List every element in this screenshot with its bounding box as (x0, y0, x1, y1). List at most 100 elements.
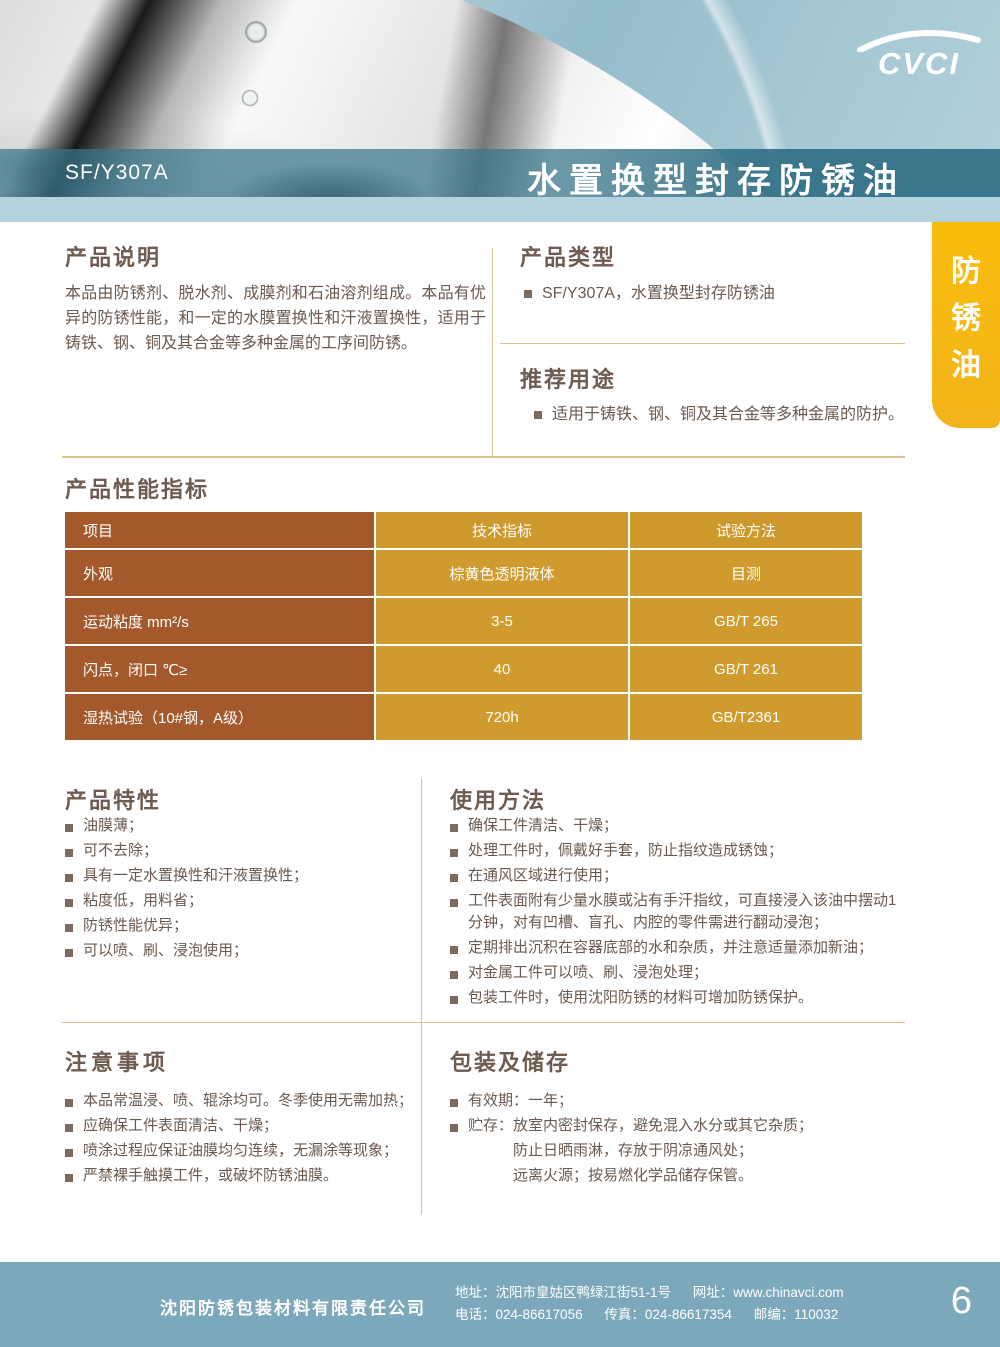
bullet-square-icon (65, 1149, 73, 1157)
storage-item-continuation: 防止日晒雨淋，存放于阴凉通风处； (513, 1142, 754, 1159)
bullet-square-icon (450, 899, 458, 907)
list-item: 适用于铸铁、钢、铜及其合金等多种金属的防护。 (534, 402, 914, 427)
table-cell: GB/T 265 (630, 598, 862, 644)
list-item: 贮存：放室内密封保存，避免混入水分或其它杂质； (450, 1115, 908, 1137)
feature-item: 油膜薄； (83, 817, 144, 834)
section-title-method: 使用方法 (450, 788, 547, 813)
company-name: 沈阳防锈包装材料有限责任公司 (160, 1299, 426, 1318)
footer-contact-block: 地址：沈阳市皇姑区鸭绿江街51-1号 网址：www.chinavci.com 电… (455, 1282, 844, 1326)
table-cell: 720h (376, 694, 628, 740)
feature-item: 防锈性能优异； (83, 917, 189, 934)
bullet-square-icon (65, 849, 73, 857)
list-item: 包装工件时，使用沈阳防锈的材料可增加防锈保护。 (450, 987, 908, 1009)
section-title-storage: 包装及储存 (450, 1050, 571, 1075)
recommend-item: 适用于铸铁、钢、铜及其合金等多种金属的防护。 (552, 406, 905, 423)
section-title-type: 产品类型 (520, 245, 617, 270)
website-text: 网址：www.chinavci.com (692, 1285, 844, 1300)
logo-swoosh-icon (857, 30, 981, 52)
cvci-logo: CVCI (856, 30, 982, 79)
table-header-spec: 技术指标 (376, 512, 628, 548)
bullet-square-icon (450, 824, 458, 832)
logo-text: CVCI (877, 46, 961, 81)
bullet-square-icon (65, 1124, 73, 1132)
list-item: 确保工件清洁、干燥； (450, 815, 908, 837)
fax-text: 传真：024-86617354 (604, 1307, 732, 1322)
phone-text: 电话：024-86617056 (455, 1307, 583, 1322)
list-item: 工件表面附有少量水膜或沾有手汗指纹，可直接浸入该油中摆动1分钟，对有凹槽、盲孔、… (450, 890, 908, 934)
storage-item-continuation: 远离火源；按易燃化学品储存保管。 (513, 1167, 754, 1184)
list-item: 可不去除； (65, 840, 405, 862)
table-cell: 目测 (630, 550, 862, 596)
description-paragraph: 本品由防锈剂、脱水剂、成膜剂和石油溶剂组成。本品有优异的防锈性能，和一定的水膜置… (65, 285, 486, 352)
table-cell: GB/T 261 (630, 646, 862, 692)
method-item: 在通风区域进行使用； (468, 867, 619, 884)
list-item: 粘度低，用料省； (65, 890, 405, 912)
table-cell: 40 (376, 646, 628, 692)
storage-item: 贮存：放室内密封保存，避免混入水分或其它杂质； (468, 1117, 814, 1134)
method-item: 工件表面附有少量水膜或沾有手汗指纹，可直接浸入该油中摆动1分钟，对有凹槽、盲孔、… (468, 892, 897, 931)
side-tab-char: 防 (951, 255, 981, 288)
storage-item: 有效期：一年； (468, 1092, 574, 1109)
feature-item: 可以喷、刷、浸泡使用； (83, 942, 249, 959)
zip-text: 邮编：110032 (753, 1307, 839, 1322)
bullet-square-icon (450, 1099, 458, 1107)
page-title: 水置换型封存防锈油 (527, 162, 905, 200)
bullet-square-icon (450, 874, 458, 882)
method-item: 对金属工件可以喷、刷、浸泡处理； (468, 964, 709, 981)
list-item: 严禁裸手触摸工件，或破坏防锈油膜。 (65, 1165, 417, 1187)
list-item: 对金属工件可以喷、刷、浸泡处理； (450, 962, 908, 984)
method-item: 定期排出沉积在容器底部的水和杂质，并注意适量添加新油； (468, 939, 874, 956)
bullet-square-icon (450, 996, 458, 1004)
method-item: 确保工件清洁、干燥； (468, 817, 619, 834)
list-item: 喷涂过程应保证油膜均匀连续，无漏涂等现象； (65, 1140, 417, 1162)
side-tab-char: 锈 (951, 302, 981, 335)
address-text: 地址：沈阳市皇姑区鸭绿江街51-1号 (455, 1285, 672, 1300)
note-item: 本品常温浸、喷、辊涂均可。冬季使用无需加热； (83, 1092, 414, 1109)
page-number: 6 (950, 1280, 972, 1322)
bullet-square-icon (65, 949, 73, 957)
section-title-features: 产品特性 (65, 788, 162, 813)
header-banner-area: CVCI SF/Y307A 水置换型封存防锈油 (0, 0, 1000, 222)
side-tab-char: 油 (951, 349, 981, 382)
note-item: 喷涂过程应保证油膜均匀连续，无漏涂等现象； (83, 1142, 399, 1159)
list-item: SF/Y307A，水置换型封存防锈油 (524, 281, 914, 306)
footer-bar: 沈阳防锈包装材料有限责任公司 地址：沈阳市皇姑区鸭绿江街51-1号 网址：www… (0, 1262, 1000, 1347)
table-cell: 3-5 (376, 598, 628, 644)
type-item: SF/Y307A，水置换型封存防锈油 (542, 285, 775, 302)
list-item: 应确保工件表面清洁、干燥； (65, 1115, 417, 1137)
list-item: 防锈性能优异； (65, 915, 405, 937)
table-cell: GB/T2361 (630, 694, 862, 740)
list-item: 具有一定水置换性和汗液置换性； (65, 865, 405, 887)
list-item: 有效期：一年； (450, 1090, 908, 1112)
feature-item: 可不去除； (83, 842, 159, 859)
feature-item: 粘度低，用料省； (83, 892, 204, 909)
performance-table: 项目 技术指标 试验方法 外观 棕黄色透明液体 目测 运动粘度 mm²/s 3-… (65, 512, 862, 740)
method-item: 包装工件时，使用沈阳防锈的材料可增加防锈保护。 (468, 989, 814, 1006)
bullet-square-icon (450, 971, 458, 979)
divider-vertical-lower (421, 778, 422, 1215)
table-cell: 闪点，闭口 ℃≥ (65, 646, 374, 692)
bullet-square-icon (65, 1174, 73, 1182)
bullet-square-icon (450, 946, 458, 954)
product-model: SF/Y307A (65, 161, 169, 184)
list-item: 处理工件时，佩戴好手套，防止指纹造成锈蚀； (450, 840, 908, 862)
bullet-square-icon (534, 411, 542, 419)
list-item: 在通风区域进行使用； (450, 865, 908, 887)
divider-horizontal-right-col (500, 343, 905, 344)
table-cell: 棕黄色透明液体 (376, 550, 628, 596)
list-item: 本品常温浸、喷、辊涂均可。冬季使用无需加热； (65, 1090, 417, 1112)
list-item: 油膜薄； (65, 815, 405, 837)
note-item: 应确保工件表面清洁、干燥； (83, 1117, 279, 1134)
bullet-square-icon (450, 1124, 458, 1132)
list-item: 定期排出沉积在容器底部的水和杂质，并注意适量添加新油； (450, 937, 908, 959)
note-item: 严禁裸手触摸工件，或破坏防锈油膜。 (83, 1167, 339, 1184)
divider-horizontal-full-1 (62, 456, 905, 458)
table-cell: 外观 (65, 550, 374, 596)
list-item: 可以喷、刷、浸泡使用； (65, 940, 405, 962)
method-item: 处理工件时，佩戴好手套，防止指纹造成锈蚀； (468, 842, 784, 859)
table-cell: 运动粘度 mm²/s (65, 598, 374, 644)
bullet-square-icon (65, 1099, 73, 1107)
bullet-square-icon (65, 874, 73, 882)
bullet-square-icon (65, 824, 73, 832)
